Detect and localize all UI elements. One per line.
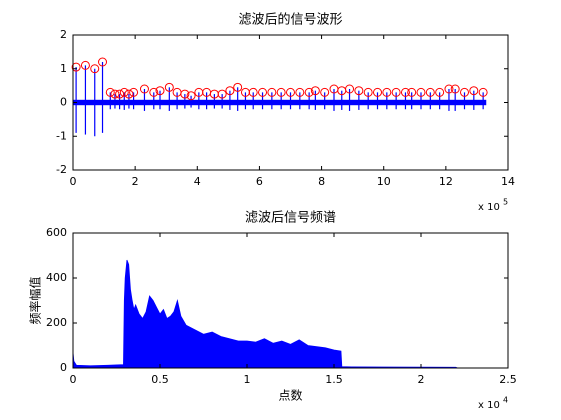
peak-marker <box>124 89 134 99</box>
peak-marker <box>460 87 469 97</box>
x-tick-label: 6 <box>256 175 263 188</box>
y-tick-label: 600 <box>46 226 67 239</box>
x-exponent: 4 <box>503 396 508 405</box>
plot-area <box>71 57 488 137</box>
x-tick-label: 14 <box>501 175 515 188</box>
peak-marker <box>304 87 314 97</box>
peak-marker <box>105 87 115 97</box>
axes-box <box>72 232 509 369</box>
x-tick-label: 1 <box>244 373 251 386</box>
peak-marker <box>115 89 125 99</box>
y-tick-label: 2 <box>60 28 67 41</box>
peak-marker <box>110 89 120 99</box>
spectrum-area <box>72 259 458 369</box>
y-tick-label: 400 <box>46 271 67 284</box>
y-tick-label: 200 <box>46 316 67 329</box>
peak-marker <box>186 91 196 101</box>
peak-marker <box>354 86 364 96</box>
peak-marker <box>382 87 392 97</box>
peak-marker <box>217 89 227 99</box>
peak-marker <box>139 84 149 94</box>
peak-marker <box>363 87 373 97</box>
x-tick-label: 2 <box>418 373 425 386</box>
peak-marker <box>310 86 320 96</box>
peak-marker <box>295 87 305 97</box>
peak-marker <box>407 87 417 97</box>
peak-marker <box>248 87 258 97</box>
peak-marker <box>164 82 174 92</box>
peak-marker <box>267 87 277 97</box>
peak-marker <box>80 60 90 70</box>
x-tick-label: 12 <box>439 175 453 188</box>
peak-marker <box>90 64 100 74</box>
x-tick-label: 0 <box>70 175 77 188</box>
y-tick-label: 0 <box>60 361 67 374</box>
x-exponent: 5 <box>503 198 508 207</box>
x-tick-label: 0 <box>70 373 77 386</box>
peak-marker <box>400 87 410 97</box>
chart-title: 滤波后信号频谱 <box>245 211 336 226</box>
peak-marker <box>425 87 435 97</box>
x-multiplier: x 10 <box>478 202 500 213</box>
plot-area <box>72 259 458 369</box>
peak-marker <box>320 87 330 97</box>
peak-marker <box>71 62 81 72</box>
peak-marker <box>286 87 295 97</box>
peak-marker <box>416 87 426 97</box>
peak-marker <box>119 87 129 97</box>
y-tick-label: -2 <box>56 163 67 176</box>
x-tick-label: 1.5 <box>325 373 343 386</box>
x-tick-label: 2 <box>132 175 139 188</box>
peak-marker <box>155 86 165 96</box>
peak-marker <box>391 87 401 97</box>
peak-marker <box>345 84 355 94</box>
x-tick-label: 4 <box>194 175 201 188</box>
peak-marker <box>225 86 235 96</box>
peak-marker <box>180 89 190 99</box>
peak-marker <box>373 87 382 97</box>
y-tick-label: -1 <box>56 129 67 142</box>
noise-band <box>73 99 487 106</box>
y-axis-label: 频率幅值 <box>28 276 43 324</box>
peak-marker <box>276 87 286 97</box>
peak-marker <box>469 86 479 96</box>
x-multiplier: x 10 <box>478 400 500 411</box>
chart-title: 滤波后的信号波形 <box>238 12 342 28</box>
x-tick-label: 10 <box>377 175 391 188</box>
x-tick-label: 0.5 <box>151 373 169 386</box>
peak-marker <box>233 82 243 92</box>
x-axis-label: 点数 <box>278 388 302 403</box>
y-tick-label: 1 <box>60 62 67 75</box>
peak-marker <box>129 87 139 97</box>
x-tick-label: 8 <box>318 175 325 188</box>
peak-marker <box>444 84 454 94</box>
peak-marker <box>258 87 268 97</box>
peak-marker <box>450 84 460 94</box>
peak-marker <box>149 87 159 97</box>
x-tick-label: 2.5 <box>499 373 517 386</box>
peak-marker <box>478 87 488 97</box>
peak-marker <box>435 87 445 97</box>
y-tick-label: 0 <box>60 96 67 109</box>
peak-marker <box>98 57 108 67</box>
